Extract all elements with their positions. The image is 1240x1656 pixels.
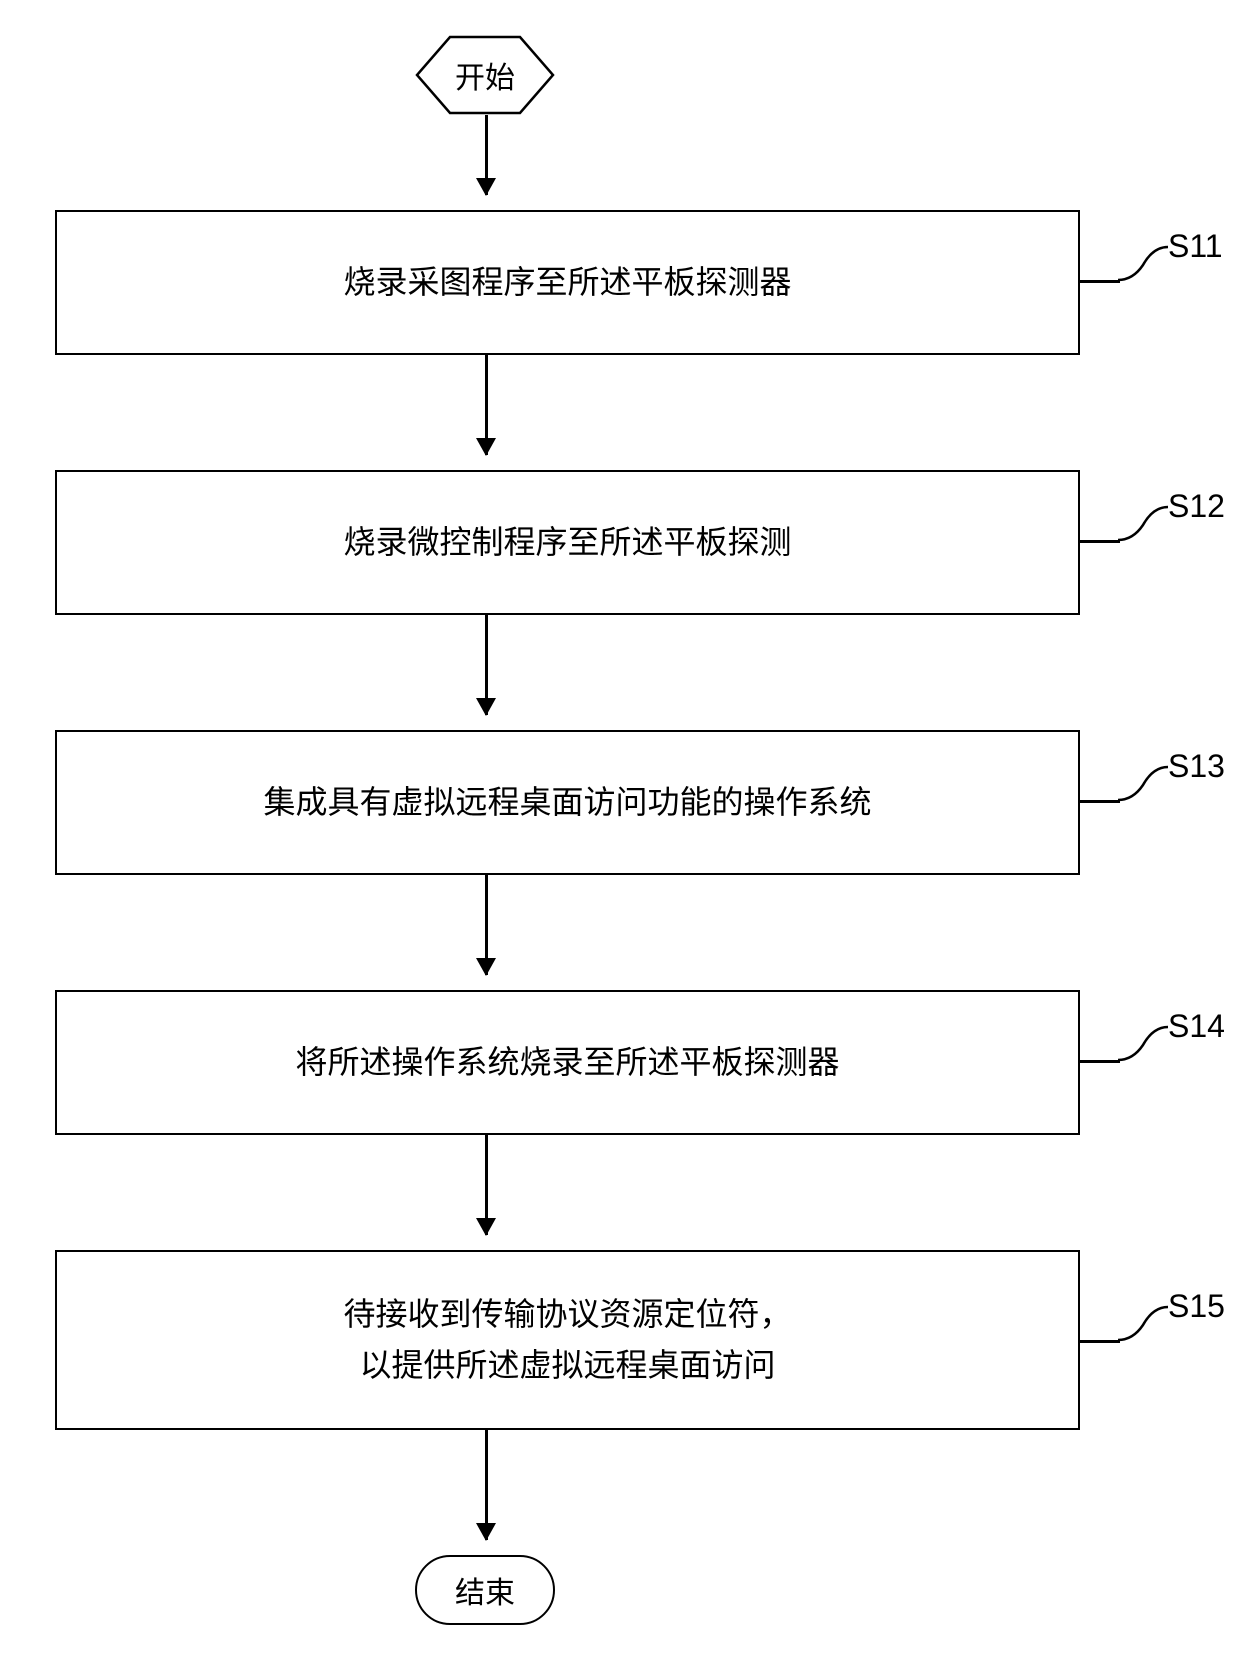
connector-line (1080, 800, 1120, 803)
start-node: 开始 (415, 35, 555, 115)
step-label: S12 (1168, 488, 1225, 525)
curve-connector-icon (1118, 1305, 1173, 1350)
process-text: 集成具有虚拟远程桌面访问功能的操作系统 (263, 777, 871, 828)
curve-connector-icon (1118, 1025, 1173, 1070)
process-text: 烧录微控制程序至所述平板探测 (343, 517, 791, 568)
process-text: 将所述操作系统烧录至所述平板探测器 (295, 1037, 839, 1088)
connector-line (1080, 1340, 1120, 1343)
process-text: 以提供所述虚拟远程桌面访问 (359, 1340, 775, 1391)
flowchart-container: 开始 烧录采图程序至所述平板探测器 烧录微控制程序至所述平板探测 集成具有虚拟远… (0, 0, 1240, 1656)
end-label: 结束 (455, 1568, 515, 1612)
process-step: 烧录微控制程序至所述平板探测 (55, 470, 1080, 615)
step-label: S14 (1168, 1008, 1225, 1045)
step-label: S11 (1168, 228, 1223, 265)
process-step: 烧录采图程序至所述平板探测器 (55, 210, 1080, 355)
process-text: 烧录采图程序至所述平板探测器 (343, 257, 791, 308)
step-label: S15 (1168, 1288, 1225, 1325)
process-text: 待接收到传输协议资源定位符， (343, 1289, 791, 1340)
arrow (485, 355, 488, 455)
process-step: 将所述操作系统烧录至所述平板探测器 (55, 990, 1080, 1135)
connector-line (1080, 540, 1120, 543)
arrow (485, 615, 488, 715)
connector-line (1080, 280, 1120, 283)
process-step: 待接收到传输协议资源定位符， 以提供所述虚拟远程桌面访问 (55, 1250, 1080, 1430)
arrow (485, 1430, 488, 1540)
arrow (485, 115, 488, 195)
arrow (485, 875, 488, 975)
end-node: 结束 (415, 1555, 555, 1625)
curve-connector-icon (1118, 245, 1173, 290)
curve-connector-icon (1118, 505, 1173, 550)
start-label: 开始 (455, 53, 515, 97)
curve-connector-icon (1118, 765, 1173, 810)
process-step: 集成具有虚拟远程桌面访问功能的操作系统 (55, 730, 1080, 875)
arrow (485, 1135, 488, 1235)
connector-line (1080, 1060, 1120, 1063)
step-label: S13 (1168, 748, 1225, 785)
